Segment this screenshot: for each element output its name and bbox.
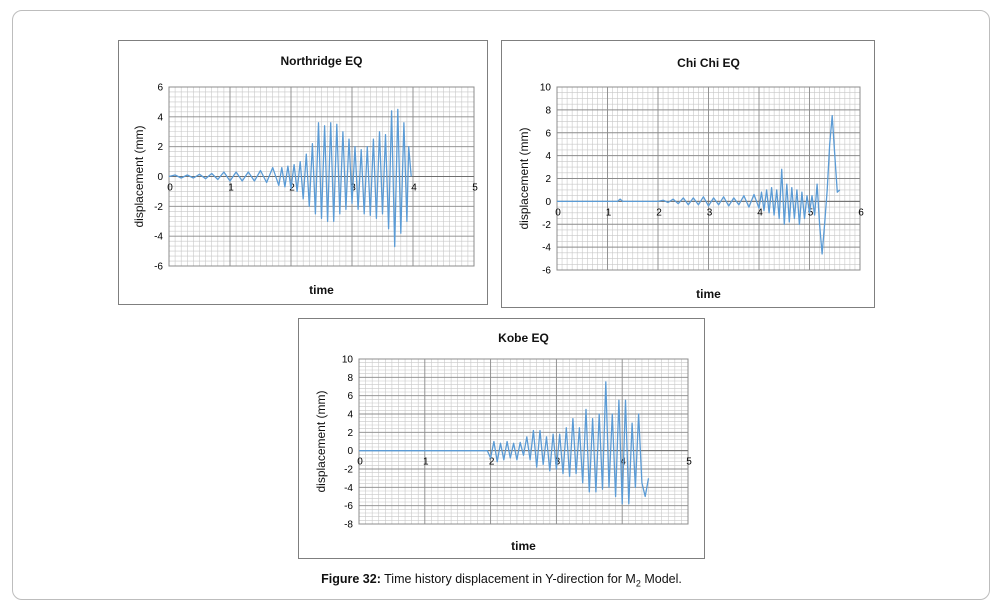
chichi-chart-panel: -6 -4 -2 0 2 4 6 8 10 0 1 2 3 4 5 6 Chi Chi EQ time displa… — [501, 40, 875, 308]
x-tick-label: 3 — [707, 207, 713, 218]
chart-title: Chi Chi EQ — [677, 56, 740, 70]
series-line — [359, 381, 650, 505]
x-tick-label: 4 — [757, 207, 763, 218]
y-tick-label: -6 — [154, 262, 163, 273]
chart-title: Kobe EQ — [498, 331, 549, 345]
y-axis-label: displacement (mm) — [314, 390, 328, 492]
y-tick-label: 6 — [347, 391, 353, 402]
x-tick-label: 5 — [686, 457, 692, 468]
caption-text: Time history displacement in Y-direction… — [380, 572, 636, 586]
x-tick-label: 1 — [606, 207, 612, 218]
x-tick-label: 1 — [423, 457, 429, 468]
y-tick-label: 8 — [545, 105, 551, 116]
y-tick-label: 6 — [545, 128, 551, 139]
x-tick-label: 4 — [411, 183, 417, 194]
y-tick-label: 2 — [545, 174, 551, 185]
chart-title: Northridge EQ — [280, 54, 362, 68]
x-tick-label: 0 — [357, 457, 363, 468]
y-tick-label: -2 — [154, 202, 163, 213]
y-tick-label: 8 — [347, 373, 353, 384]
y-tick-label: 6 — [157, 83, 163, 94]
y-tick-label: -4 — [154, 232, 163, 243]
grid — [358, 358, 689, 525]
x-axis-label: time — [696, 287, 721, 301]
y-axis-label: displacement (mm) — [132, 125, 146, 227]
plot-area-border — [556, 86, 861, 271]
series-line — [557, 114, 841, 255]
x-tick-label: 0 — [555, 207, 561, 218]
y-tick-label: 4 — [157, 112, 163, 123]
northridge-chart-panel: -6 -4 -2 0 2 4 6 0 1 2 3 4 5 Northridge EQ time displac… — [118, 40, 488, 305]
kobe-chart-panel: -8 -6 -4 -2 0 2 4 6 8 10 0 1 2 3 4 5 Kobe EQ time displace… — [298, 318, 705, 559]
y-tick-label: 2 — [347, 428, 353, 439]
y-tick-label: 4 — [347, 410, 353, 421]
x-tick-label: 5 — [472, 183, 478, 194]
y-tick-label: 10 — [342, 355, 354, 366]
x-tick-label: 2 — [289, 183, 295, 194]
y-tick-label: 0 — [157, 172, 163, 183]
y-tick-label: -6 — [542, 266, 551, 277]
caption-label: Figure 32: — [321, 572, 381, 586]
y-tick-label: -6 — [344, 501, 353, 512]
grid — [556, 86, 861, 271]
y-tick-label: 0 — [545, 197, 551, 208]
y-tick-label: 10 — [540, 83, 552, 94]
x-axis-label: time — [511, 539, 536, 553]
x-tick-label: 1 — [228, 183, 234, 194]
figure-caption: Figure 32: Time history displacement in … — [0, 572, 1003, 589]
x-tick-label: 2 — [656, 207, 662, 218]
x-tick-label: 6 — [858, 207, 864, 218]
y-tick-label: -4 — [542, 243, 551, 254]
y-tick-label: 2 — [157, 142, 163, 153]
chichi-chart: -6 -4 -2 0 2 4 6 8 10 0 1 2 3 4 5 6 Chi Chi EQ time displa… — [517, 56, 864, 301]
plot-area-border — [358, 358, 689, 525]
caption-subscript: 2 — [635, 578, 641, 589]
x-tick-label: 0 — [167, 183, 173, 194]
x-tick-label: 5 — [808, 207, 814, 218]
x-tick-label: 2 — [489, 457, 495, 468]
y-tick-label: -8 — [344, 520, 353, 531]
y-axis-label: displacement (mm) — [517, 127, 531, 229]
y-tick-label: -4 — [344, 483, 353, 494]
x-axis-label: time — [309, 283, 334, 297]
y-tick-label: -2 — [344, 465, 353, 476]
y-tick-label: 0 — [347, 446, 353, 457]
caption-text-end: Model. — [640, 572, 682, 586]
y-tick-label: 4 — [545, 151, 551, 162]
y-tick-label: -2 — [542, 220, 551, 231]
series-line — [168, 108, 412, 248]
